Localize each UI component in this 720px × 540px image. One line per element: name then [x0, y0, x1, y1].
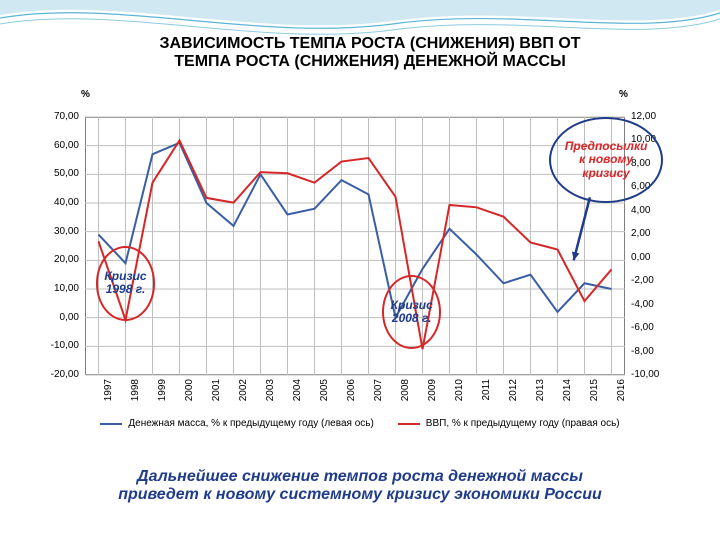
y-left-tick: -20,00 [45, 370, 79, 380]
y-right-label: % [619, 89, 628, 100]
x-tick: 2009 [427, 379, 438, 409]
x-tick: 2006 [346, 379, 357, 409]
x-tick: 2011 [481, 379, 492, 409]
y-right-tick: -4,00 [631, 300, 665, 310]
caption-line-1: Дальнейшее снижение темпов роста денежно… [0, 468, 720, 486]
y-right-tick: -10,00 [631, 370, 665, 380]
x-tick: 2001 [211, 379, 222, 409]
x-tick: 2004 [292, 379, 303, 409]
y-right-tick: -2,00 [631, 276, 665, 286]
y-right-tick: -6,00 [631, 323, 665, 333]
x-tick: 2016 [616, 379, 627, 409]
x-tick: 2013 [535, 379, 546, 409]
y-left-tick: 40,00 [45, 198, 79, 208]
x-tick: 2002 [238, 379, 249, 409]
y-left-tick: 50,00 [45, 169, 79, 179]
y-right-tick: -8,00 [631, 347, 665, 357]
x-tick: 2003 [265, 379, 276, 409]
y-left-tick: 20,00 [45, 255, 79, 265]
y-right-tick: 12,00 [631, 112, 665, 122]
annotation-ellipse: Кризис2008 г. [382, 275, 441, 350]
y-right-tick: 4,00 [631, 206, 665, 216]
x-tick: 1998 [130, 379, 141, 409]
legend-swatch-1 [100, 423, 122, 425]
x-tick: 1997 [103, 379, 114, 409]
legend-item-1: Денежная масса, % к предыдущему году (ле… [100, 418, 373, 429]
legend-swatch-2 [398, 423, 420, 425]
y-right-tick: 2,00 [631, 229, 665, 239]
title-line-2: ТЕМПА РОСТА (СНИЖЕНИЯ) ДЕНЕЖНОЙ МАССЫ [110, 53, 630, 71]
x-tick: 2007 [373, 379, 384, 409]
chart-title: ЗАВИСИМОСТЬ ТЕМПА РОСТА (СНИЖЕНИЯ) ВВП О… [110, 35, 630, 71]
legend-item-2: ВВП, % к предыдущему году (правая ось) [398, 418, 620, 429]
chart-container: % % Денежная масса, % к предыдущему году… [45, 105, 675, 435]
annotation-ellipse: Кризис1998 г. [96, 246, 155, 321]
y-left-tick: 70,00 [45, 112, 79, 122]
y-left-tick: 10,00 [45, 284, 79, 294]
caption-line-2: приведет к новому системному кризису эко… [0, 486, 720, 504]
legend-label-2: ВВП, % к предыдущему году (правая ось) [426, 418, 620, 429]
x-tick: 2015 [589, 379, 600, 409]
x-tick: 2000 [184, 379, 195, 409]
y-left-tick: 30,00 [45, 227, 79, 237]
x-tick: 2005 [319, 379, 330, 409]
x-tick: 2008 [400, 379, 411, 409]
y-right-tick: 0,00 [631, 253, 665, 263]
y-left-tick: 60,00 [45, 141, 79, 151]
title-line-1: ЗАВИСИМОСТЬ ТЕМПА РОСТА (СНИЖЕНИЯ) ВВП О… [110, 35, 630, 53]
y-left-tick: 0,00 [45, 313, 79, 323]
y-left-tick: -10,00 [45, 341, 79, 351]
annotation-ellipse: Предпосылкик новомукризису [549, 117, 662, 203]
legend: Денежная масса, % к предыдущему году (ле… [45, 418, 675, 429]
legend-label-1: Денежная масса, % к предыдущему году (ле… [128, 418, 373, 429]
x-tick: 1999 [157, 379, 168, 409]
x-tick: 2010 [454, 379, 465, 409]
y-left-label: % [81, 89, 90, 100]
x-tick: 2014 [562, 379, 573, 409]
caption: Дальнейшее снижение темпов роста денежно… [0, 468, 720, 504]
x-tick: 2012 [508, 379, 519, 409]
